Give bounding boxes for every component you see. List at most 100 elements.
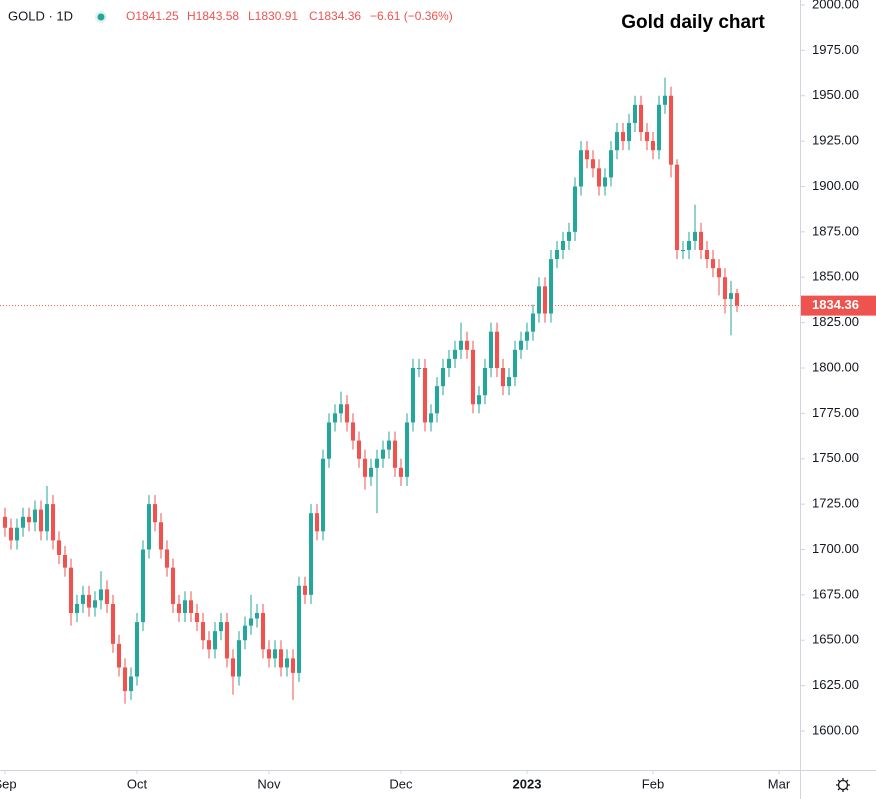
- candle-body: [650, 141, 656, 151]
- candle-body: [536, 286, 542, 314]
- candle-body: [686, 240, 692, 251]
- candle-body: [626, 122, 632, 142]
- candle-body: [494, 331, 500, 368]
- candle-body: [122, 667, 128, 692]
- chart-title: Gold daily chart: [621, 12, 765, 33]
- x-tick-label: Feb: [642, 776, 664, 791]
- ohlc-close: C1834.36: [309, 9, 361, 23]
- x-tick-label: Mar: [768, 776, 791, 791]
- candle-body: [566, 231, 572, 241]
- ohlc-low: L1830.91: [248, 9, 298, 23]
- candle-body: [608, 150, 614, 178]
- candle-body: [662, 95, 668, 105]
- candle-body: [692, 231, 698, 241]
- y-tick-label: 1650.00: [812, 632, 859, 647]
- settings-icon[interactable]: [836, 778, 850, 792]
- candle-body: [194, 613, 200, 623]
- candle-body: [350, 422, 356, 441]
- x-tick-label: 2023: [513, 776, 542, 791]
- y-tick-label: 1800.00: [812, 359, 859, 374]
- candle-body: [128, 676, 134, 692]
- candle-body: [200, 622, 206, 641]
- candle-body: [356, 440, 362, 459]
- x-tick-label: Sep: [0, 776, 17, 791]
- candle-body: [218, 622, 224, 632]
- candle-body: [344, 404, 350, 423]
- candle-body: [62, 554, 68, 568]
- candle-body: [8, 527, 14, 541]
- candle-body: [182, 600, 188, 614]
- candle-body: [512, 349, 518, 378]
- candle-body: [50, 504, 56, 541]
- candle-body: [464, 340, 470, 350]
- candle-body: [518, 340, 524, 350]
- candle-body: [56, 540, 62, 555]
- candle-body: [110, 603, 116, 644]
- status-dot: [97, 13, 105, 21]
- y-tick-label: 1725.00: [812, 496, 859, 511]
- candle-body: [698, 231, 704, 251]
- candle-body: [242, 625, 248, 641]
- candle-body: [326, 422, 332, 459]
- x-tick-label: Dec: [389, 776, 413, 791]
- candle-body: [680, 250, 686, 252]
- y-tick-label: 1675.00: [812, 586, 859, 601]
- candle-body: [458, 340, 464, 350]
- candle-body: [320, 458, 326, 532]
- candle-body: [248, 618, 254, 626]
- candle-body: [590, 159, 596, 169]
- candle-body: [188, 600, 194, 614]
- candle-body: [638, 104, 644, 133]
- candle-body: [434, 386, 440, 414]
- candle-body: [284, 658, 290, 668]
- candle-body: [104, 589, 110, 604]
- candle-body: [2, 516, 8, 528]
- candle-body: [596, 168, 602, 187]
- candle-body: [482, 367, 488, 396]
- candle-body: [560, 240, 566, 251]
- candle-body: [656, 104, 662, 151]
- candle-body: [548, 259, 554, 314]
- candle-body: [32, 509, 38, 523]
- y-tick-label: 1875.00: [812, 223, 859, 238]
- gear-teeth[interactable]: [836, 778, 850, 792]
- candle-body: [668, 95, 674, 165]
- candle-body: [164, 549, 170, 568]
- candle-body: [134, 622, 140, 677]
- candle-body: [332, 413, 338, 423]
- candle-body: [212, 631, 218, 650]
- last-price-badge: [801, 295, 876, 316]
- candle-body: [170, 567, 176, 604]
- candle-body: [452, 349, 458, 359]
- candle-body: [74, 603, 80, 614]
- candle-body: [14, 527, 20, 541]
- candle-body: [722, 277, 728, 300]
- candle-body: [572, 186, 578, 232]
- candle-body: [296, 585, 302, 673]
- candle-body: [440, 367, 446, 387]
- candle-body: [80, 594, 86, 604]
- candle-body: [290, 658, 296, 673]
- candle-body: [266, 649, 272, 659]
- candle-body: [506, 377, 512, 387]
- x-tick-label: Oct: [127, 776, 148, 791]
- last-price-label: 1834.36: [812, 297, 859, 312]
- y-tick-label: 1625.00: [812, 677, 859, 692]
- candle-body: [254, 613, 260, 619]
- candle-body: [386, 440, 392, 450]
- symbol: GOLD · 1D: [8, 8, 73, 23]
- candle-body: [578, 150, 584, 187]
- candle-body: [470, 349, 476, 405]
- candle-body: [278, 649, 284, 668]
- candle-body: [224, 622, 230, 659]
- candle-body: [206, 640, 212, 650]
- candle-body: [428, 413, 434, 423]
- candle-body: [422, 367, 428, 423]
- candle-body: [362, 458, 368, 477]
- candle-body: [146, 504, 152, 550]
- candle-body: [68, 567, 74, 614]
- candle-body: [632, 104, 638, 123]
- candle-body: [158, 522, 164, 550]
- candle-body: [20, 516, 26, 528]
- candle-body: [98, 589, 104, 601]
